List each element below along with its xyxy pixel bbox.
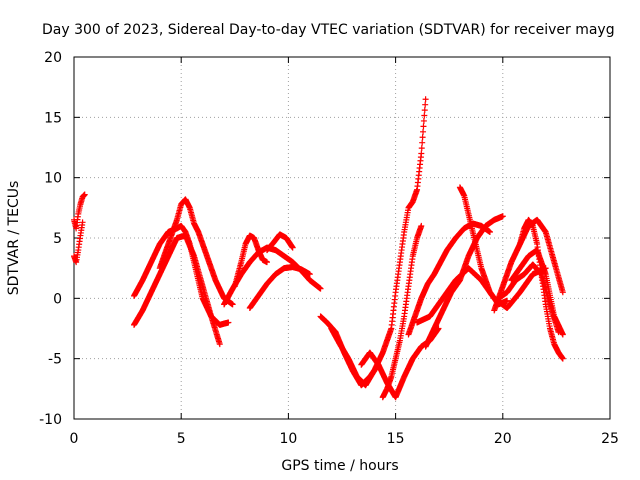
x-tick-label: 15 bbox=[387, 431, 405, 447]
series-sat-b bbox=[71, 219, 86, 266]
series-sat-d bbox=[131, 232, 223, 348]
data-point bbox=[486, 228, 493, 235]
chart-title: Day 300 of 2023, Sidereal Day-to-day VTE… bbox=[42, 22, 615, 38]
data-point bbox=[559, 331, 566, 338]
series-sat-a bbox=[71, 191, 88, 232]
data-point bbox=[559, 355, 566, 362]
series-sat-o bbox=[422, 213, 506, 350]
y-tick-label: 10 bbox=[44, 171, 62, 187]
y-tick-label: 15 bbox=[44, 110, 62, 126]
series-sat-i bbox=[263, 231, 296, 254]
data-point bbox=[420, 128, 427, 135]
data-point bbox=[263, 259, 270, 266]
tick-layer: 0 5 10 15 20 25 -10 -5 0 5 10 15 20 bbox=[39, 50, 619, 447]
data-point bbox=[229, 301, 236, 308]
data-point bbox=[420, 117, 427, 124]
data-point bbox=[419, 134, 426, 141]
y-tick-label: -5 bbox=[48, 352, 62, 368]
x-axis-label: GPS time / hours bbox=[281, 458, 398, 474]
grid-layer bbox=[74, 57, 610, 419]
x-tick-label: 0 bbox=[70, 431, 79, 447]
series-sat-u bbox=[495, 261, 562, 336]
data-point bbox=[418, 145, 425, 152]
data-point bbox=[419, 139, 426, 146]
series-sat-g bbox=[231, 232, 270, 290]
data-point bbox=[418, 150, 425, 157]
data-point bbox=[422, 101, 429, 108]
data-point bbox=[225, 319, 232, 326]
series-sat-h bbox=[246, 263, 313, 311]
data-point bbox=[422, 96, 429, 103]
data-point bbox=[317, 285, 324, 292]
data-point bbox=[499, 213, 506, 220]
series-sat-k bbox=[328, 96, 429, 389]
data-point bbox=[559, 289, 566, 296]
y-tick-label: 20 bbox=[44, 50, 62, 66]
data-point bbox=[216, 341, 223, 348]
y-tick-label: -10 bbox=[39, 412, 62, 428]
x-tick-label: 25 bbox=[601, 431, 619, 447]
y-tick-label: 0 bbox=[53, 291, 62, 307]
data-point bbox=[81, 191, 88, 198]
series-sat-n bbox=[405, 220, 493, 338]
data-point bbox=[420, 123, 427, 130]
data-point bbox=[421, 107, 428, 114]
data-point bbox=[504, 297, 511, 304]
x-tick-label: 5 bbox=[177, 431, 186, 447]
y-axis-label: SDTVAR / TECUs bbox=[6, 181, 22, 296]
y-tick-label: 5 bbox=[53, 231, 62, 247]
data-point bbox=[79, 219, 86, 226]
x-tick-label: 10 bbox=[279, 431, 297, 447]
data-point bbox=[306, 271, 313, 278]
points-layer bbox=[71, 96, 566, 401]
data-point bbox=[421, 112, 428, 119]
data-point bbox=[289, 244, 296, 251]
series-sat-m bbox=[379, 222, 425, 401]
series-sat-e bbox=[156, 196, 236, 308]
data-point bbox=[418, 222, 425, 229]
data-point bbox=[555, 329, 562, 336]
x-tick-label: 20 bbox=[494, 431, 512, 447]
